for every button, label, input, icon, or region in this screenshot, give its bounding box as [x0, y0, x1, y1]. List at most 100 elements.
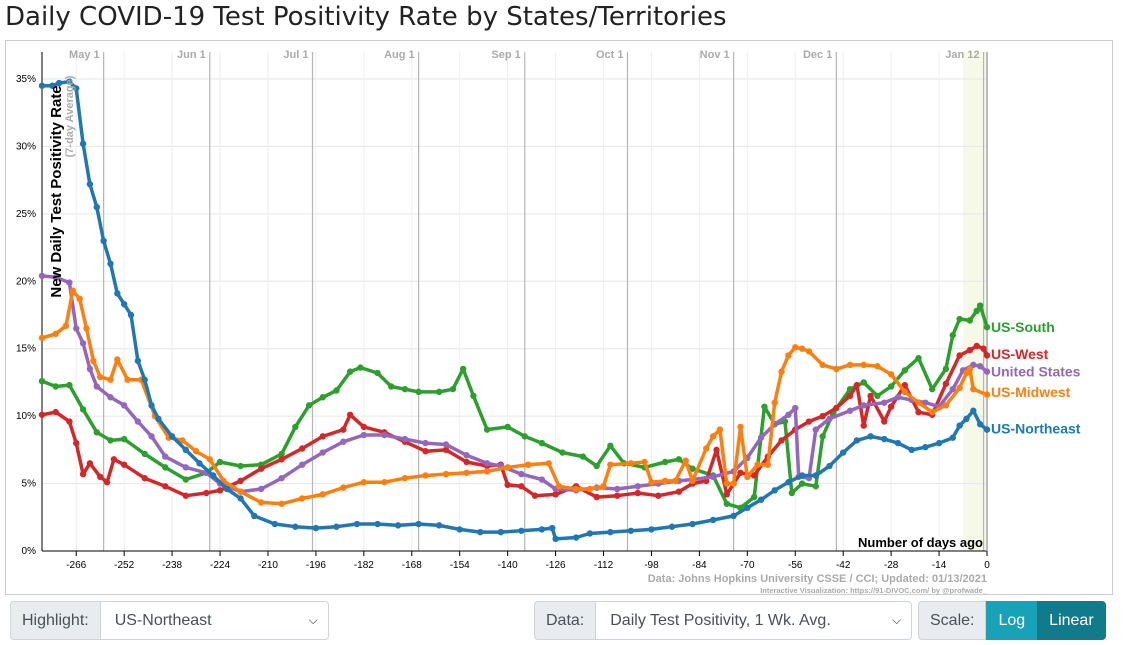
data-point: [572, 485, 580, 493]
data-point: [182, 476, 190, 483]
data-point: [518, 483, 525, 490]
data-point: [798, 480, 806, 487]
data-point: [949, 385, 956, 393]
data-point: [860, 361, 867, 369]
highlight-select[interactable]: US-Northeast ⌵: [99, 601, 329, 640]
data-point: [586, 530, 594, 537]
credit-note: Interactive Visualization: https://91-DI…: [760, 586, 988, 595]
scale-linear-button[interactable]: Linear: [1037, 601, 1106, 640]
series-label: United States: [991, 364, 1081, 380]
data-point: [518, 470, 525, 478]
data-point: [86, 180, 94, 188]
data-point: [723, 491, 730, 498]
data-point: [107, 376, 114, 383]
data-point: [634, 489, 641, 497]
data-point: [470, 392, 477, 400]
data-point: [963, 415, 970, 423]
data-point: [79, 340, 87, 347]
data-point: [764, 461, 772, 468]
data-point: [846, 407, 854, 414]
data-point: [79, 140, 87, 147]
data-point: [648, 479, 655, 486]
data-point: [627, 460, 635, 467]
data-point: [593, 493, 600, 501]
data-point: [826, 462, 833, 470]
data-point: [887, 403, 895, 410]
data-point: [120, 461, 128, 468]
data-select[interactable]: Daily Test Positivity, 1 Wk. Avg. ⌵: [595, 601, 913, 640]
data-point: [162, 464, 169, 471]
data-point: [966, 346, 974, 354]
data-point: [257, 499, 265, 506]
data-point: [709, 473, 717, 481]
x-tick-label: -196: [306, 560, 326, 571]
data-point: [970, 385, 977, 393]
data-point: [614, 485, 621, 493]
data-point: [299, 461, 306, 468]
data-point: [79, 406, 87, 413]
data-point: [853, 381, 861, 389]
data-point: [435, 522, 443, 529]
data-point: [973, 342, 980, 350]
data-point: [55, 79, 63, 87]
x-tick-label: -42: [836, 560, 851, 571]
data-point: [120, 300, 128, 308]
data-point: [798, 472, 806, 479]
data-point: [477, 528, 484, 536]
scale-control: Scale: Log Linear: [918, 601, 1106, 640]
data-point: [723, 500, 730, 507]
data-point: [134, 418, 142, 425]
data-point: [887, 383, 895, 390]
data-point: [788, 489, 796, 497]
data-point: [956, 384, 963, 392]
x-tick-label: -210: [258, 560, 278, 571]
data-point: [703, 445, 710, 452]
data-point: [346, 368, 354, 375]
series-line: [41, 288, 988, 506]
data-point: [730, 480, 737, 487]
page-title: Daily COVID-19 Test Positivity Rate by S…: [5, 2, 727, 32]
data-point: [976, 363, 984, 370]
data-point: [360, 423, 368, 431]
data-point: [52, 383, 59, 390]
data-point: [401, 474, 409, 482]
data-point: [874, 392, 881, 400]
data-point: [38, 411, 46, 418]
data-point: [97, 373, 104, 381]
data-point: [661, 458, 669, 466]
data-point: [894, 439, 902, 447]
data-point: [278, 450, 285, 458]
data-point: [675, 456, 683, 463]
x-tick-label: -224: [210, 560, 230, 571]
data-point: [388, 383, 395, 390]
data-point: [299, 445, 306, 452]
data-point: [86, 365, 94, 373]
data-point: [792, 404, 799, 412]
data-point: [442, 446, 450, 454]
data-point: [853, 437, 861, 444]
data-point: [271, 520, 279, 528]
x-tick-label: -154: [450, 560, 470, 571]
data-point: [463, 469, 470, 476]
data-point: [237, 488, 244, 495]
data-point: [38, 334, 46, 342]
data-point: [127, 311, 135, 319]
data-point: [901, 381, 909, 389]
data-point: [353, 520, 361, 528]
data-point: [381, 431, 388, 439]
data-point: [381, 479, 388, 486]
data-point: [860, 422, 867, 429]
data-point: [93, 429, 100, 436]
data-point: [120, 435, 128, 443]
data-point: [689, 465, 696, 472]
data-point: [778, 437, 785, 444]
data-point: [97, 473, 104, 481]
x-tick-label: -70: [740, 560, 755, 571]
data-point: [942, 380, 950, 387]
data-point: [600, 483, 607, 490]
data-point: [929, 385, 936, 393]
data-point: [141, 474, 148, 482]
x-tick-label: -28: [884, 560, 899, 571]
scale-log-button[interactable]: Log: [986, 601, 1038, 640]
month-label: Jul 1: [283, 49, 308, 61]
